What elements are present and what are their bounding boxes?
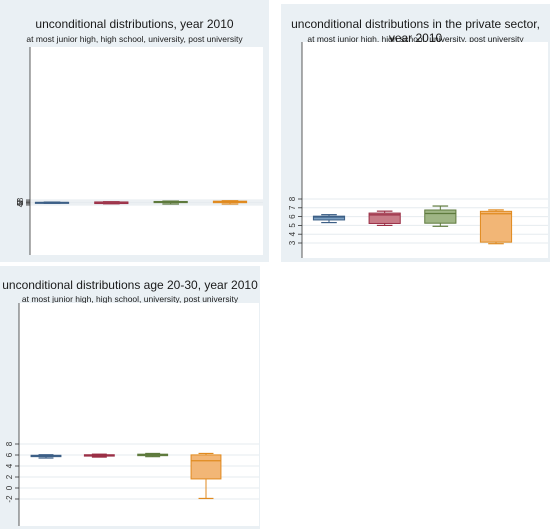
y-tick-label: 7 <box>288 205 297 210</box>
chart-svg: -2 0 2 4 6 8 <box>5 303 259 526</box>
chart-title: unconditional distributions age 20-30, y… <box>2 278 258 292</box>
box-university <box>424 209 457 224</box>
chart-panel-3: unconditional distributions age 20-30, y… <box>0 266 260 529</box>
box-at-most-junior-high <box>312 215 346 221</box>
y-tick-label: -2 <box>5 495 14 503</box>
chart-subtitle: at most junior high, high school, univer… <box>307 34 524 44</box>
y-tick-label: 8 <box>16 197 25 202</box>
chart-title: unconditional distributions, year 2010 <box>35 17 234 31</box>
y-tick-label: 6 <box>288 214 297 219</box>
y-tick-label: 4 <box>16 202 25 207</box>
box-high-school <box>368 212 401 224</box>
y-tick-label: 3 <box>288 240 297 245</box>
y-tick-label: 0 <box>5 485 14 490</box>
y-tick-label: 8 <box>288 196 297 201</box>
y-tick-label: 8 <box>5 441 14 446</box>
y-tick-label: 5 <box>16 201 25 206</box>
chart-subtitle: at most junior high, high school, univer… <box>21 294 239 304</box>
y-tick-label: 6 <box>5 452 14 457</box>
y-tick-label: 7 <box>16 198 25 203</box>
y-tick-label: 5 <box>288 223 297 228</box>
y-tick-label: 6 <box>16 200 25 205</box>
chart-svg: 3 4 5 6 7 8 <box>288 42 548 258</box>
chart-panel-1: unconditional distributions, year 2010 a… <box>0 0 269 262</box>
plot-area <box>19 303 259 526</box>
y-tick-label: 4 <box>5 463 14 468</box>
chart-title: unconditional distributions in the priva… <box>291 17 540 45</box>
chart-panel-2: unconditional distributions in the priva… <box>281 4 550 262</box>
box-post-university <box>190 454 222 480</box>
y-tick-label: 2 <box>5 474 14 479</box>
box-post-university <box>479 210 513 243</box>
chart-subtitle: at most junior high, high school, univer… <box>26 34 243 44</box>
plot-area <box>30 47 263 255</box>
y-tick-label: 4 <box>288 231 297 236</box>
